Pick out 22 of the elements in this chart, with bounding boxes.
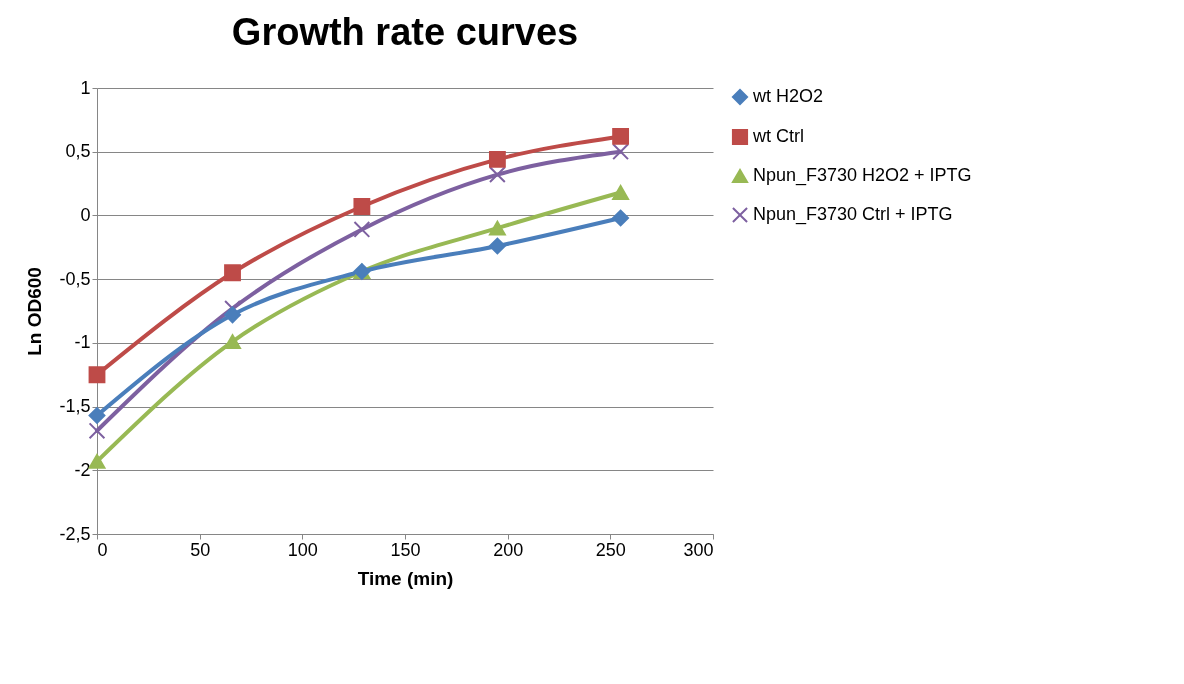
y-tick-label: 0,5 (65, 141, 91, 162)
x-tick-label: 250 (595, 539, 626, 560)
x-axis-title: Time (min) (357, 567, 454, 589)
x-tick-label: 100 (287, 539, 318, 560)
x-tick-label: 200 (493, 539, 524, 560)
y-tick-label: 1 (80, 77, 91, 98)
x-tick-label: 50 (190, 539, 211, 560)
y-tick-label: -1 (74, 332, 91, 353)
y-tick-label: -2,5 (59, 523, 91, 544)
y-axis-title: Ln OD600 (24, 267, 46, 356)
legend-label: Npun_F3730 Ctrl + IPTG (753, 204, 953, 225)
legend-label: wt Ctrl (752, 126, 804, 146)
legend-label: Npun_F3730 H2O2 + IPTG (753, 165, 972, 186)
y-tick-label: -1,5 (59, 396, 91, 417)
y-tick-label: 0 (80, 204, 91, 225)
x-tick-label: 150 (390, 539, 421, 560)
legend-label: wt H2O2 (752, 86, 824, 106)
y-tick-label: -0,5 (59, 268, 91, 289)
chart-title: Growth rate curves (231, 11, 579, 53)
y-tick-label: -2 (74, 459, 91, 480)
x-tick-label: 0 (97, 539, 108, 560)
x-tick-label: 300 (683, 539, 714, 560)
